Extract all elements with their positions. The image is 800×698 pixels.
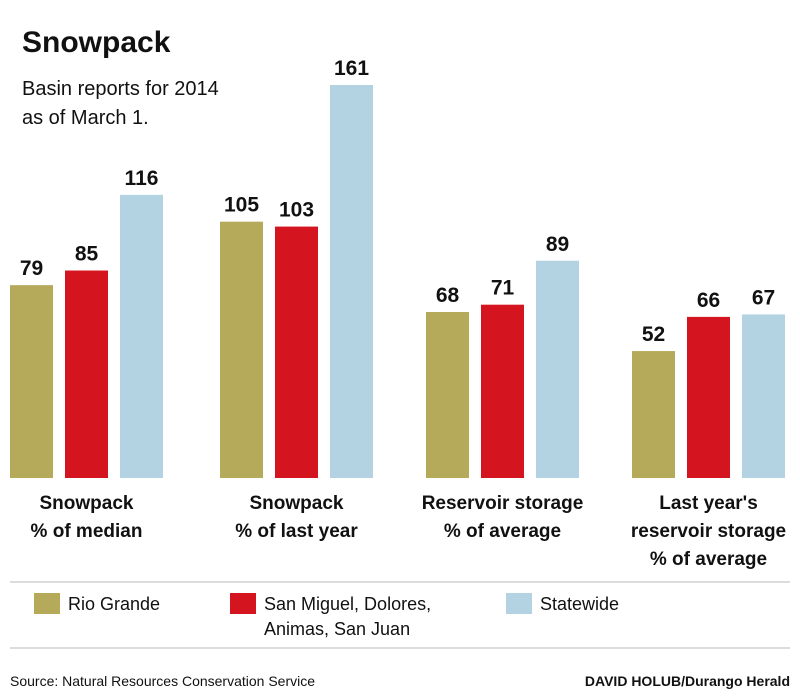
bar-rio-grande-cat1 <box>10 285 53 478</box>
chart-title: Snowpack <box>22 26 171 59</box>
legend-swatch-statewide <box>506 593 532 614</box>
bar-san-miguel-dolores-animas-san-juan-cat4 <box>687 316 730 478</box>
data-label-san-miguel-dolores-animas-san-juan-cat1: 85 <box>75 243 99 266</box>
bar-statewide-cat3 <box>536 260 579 478</box>
bar-statewide-cat4 <box>742 314 785 478</box>
data-label-rio-grande-cat4: 52 <box>642 323 665 346</box>
legend-label-san-miguel-dolores-animas-san-juan-line-2: Animas, San Juan <box>264 619 410 639</box>
category-label-4-line-3: % of average <box>650 549 767 570</box>
bars-layer: 79 85 116 105 103 161 68 71 89 52 66 67 <box>10 57 785 478</box>
category-label-3-line-1: Reservoir storage <box>422 493 584 514</box>
data-label-statewide-cat2: 161 <box>334 57 369 80</box>
category-labels: Snowpack % of median Snowpack % of last yea… <box>31 493 787 570</box>
category-label-4-line-2: reservoir storage <box>631 521 786 542</box>
chart-subtitle-line-2: as of March 1. <box>22 107 149 129</box>
footer-source: Source: Natural Resources Conservation S… <box>10 673 315 689</box>
category-label-4-line-1: Last year's <box>659 493 758 514</box>
data-label-san-miguel-dolores-animas-san-juan-cat3: 71 <box>491 277 515 300</box>
data-label-san-miguel-dolores-animas-san-juan-cat4: 66 <box>697 289 720 312</box>
legend: Rio Grande San Miguel, Dolores, Animas, Sa… <box>34 593 619 639</box>
chart-subtitle-line-1: Basin reports for 2014 <box>22 78 219 100</box>
data-label-statewide-cat3: 89 <box>546 233 569 256</box>
bar-san-miguel-dolores-animas-san-juan-cat2 <box>275 226 318 478</box>
category-label-2-line-2: % of last year <box>235 521 358 542</box>
data-label-rio-grande-cat3: 68 <box>436 284 460 307</box>
legend-label-statewide-line-1: Statewide <box>540 594 619 614</box>
data-label-rio-grande-cat1: 79 <box>20 257 43 280</box>
legend-label-rio-grande-line-1: Rio Grande <box>68 594 160 614</box>
bar-san-miguel-dolores-animas-san-juan-cat3 <box>481 304 524 478</box>
data-label-san-miguel-dolores-animas-san-juan-cat2: 103 <box>279 199 314 222</box>
legend-label-san-miguel-dolores-animas-san-juan-line-1: San Miguel, Dolores, <box>264 594 431 614</box>
category-label-1-line-1: Snowpack <box>40 493 134 514</box>
legend-swatch-san-miguel-dolores-animas-san-juan <box>230 593 256 614</box>
bar-san-miguel-dolores-animas-san-juan-cat1 <box>65 270 108 478</box>
category-label-2-line-1: Snowpack <box>250 493 344 514</box>
footer-credit: DAVID HOLUB/Durango Herald <box>585 673 790 689</box>
category-label-3-line-2: % of average <box>444 521 561 542</box>
bar-statewide-cat1 <box>120 194 163 478</box>
bar-rio-grande-cat4 <box>632 351 675 478</box>
category-label-1-line-2: % of median <box>31 521 143 542</box>
data-label-statewide-cat1: 116 <box>125 167 159 190</box>
bar-rio-grande-cat3 <box>426 312 469 478</box>
data-label-statewide-cat4: 67 <box>752 286 775 309</box>
bar-rio-grande-cat2 <box>220 221 263 478</box>
legend-swatch-rio-grande <box>34 593 60 614</box>
data-label-rio-grande-cat2: 105 <box>224 194 259 217</box>
bar-statewide-cat2 <box>330 85 373 478</box>
